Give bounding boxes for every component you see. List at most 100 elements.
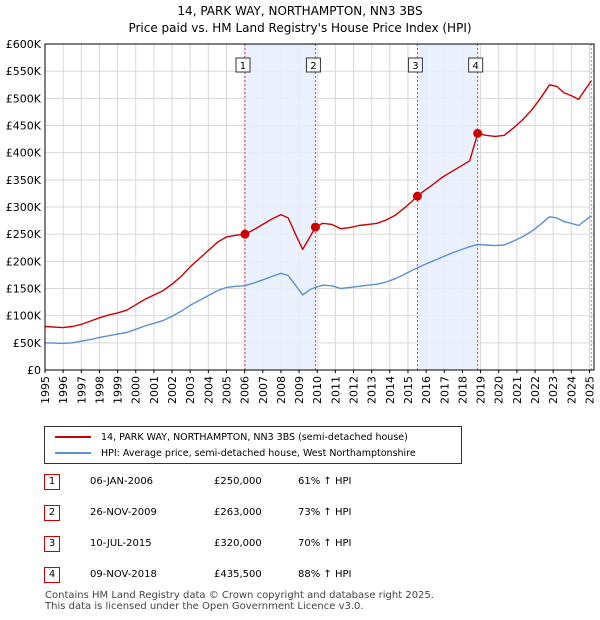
x-tick-label: 2008 — [275, 376, 288, 404]
x-tick-label: 2025 — [583, 376, 596, 404]
y-tick-label: £400K — [6, 147, 42, 160]
sale-vlines: 1 2 3 4 — [235, 44, 592, 370]
x-tick-label: 1996 — [57, 376, 70, 404]
x-tick-label: 1999 — [112, 376, 125, 404]
legend-label-hpi: HPI: Average price, semi-detached house,… — [101, 447, 416, 459]
series-layer — [44, 80, 592, 345]
legend-swatch-hpi — [55, 452, 91, 454]
x-tick-label: 2001 — [148, 376, 161, 404]
y-tick-label: £500K — [6, 92, 42, 105]
y-tick-label: £200K — [6, 255, 42, 268]
property-price-line — [44, 80, 592, 329]
shaded-ranges — [244, 44, 478, 370]
sale-number-badge: 2 — [44, 505, 60, 521]
y-tick-label: £450K — [6, 120, 42, 133]
x-tick-label: 2009 — [293, 376, 306, 404]
y-tick-label: £300K — [6, 201, 42, 214]
x-tick-label: 2005 — [220, 376, 233, 404]
y-tick-label: £100K — [6, 310, 42, 323]
sale-row: 2 26-NOV-2009 £263,000 73% ↑ HPI — [44, 505, 564, 536]
x-tick-label: 1997 — [75, 376, 88, 404]
sale-label-text: 3 — [412, 61, 418, 72]
y-tick-label: £550K — [6, 65, 42, 78]
sale-label-box — [235, 57, 251, 73]
x-tick-label: 2012 — [348, 376, 361, 404]
x-tick-label: 2006 — [239, 376, 252, 404]
x-tick-label: 2022 — [529, 376, 542, 404]
y-tick-label: £0 — [27, 364, 41, 377]
sale-date: 09-NOV-2018 — [90, 569, 157, 580]
sale-number-badge: 3 — [44, 536, 60, 552]
chart-subtitle: Price paid vs. HM Land Registry's House … — [128, 21, 472, 35]
x-tick-label: 2018 — [456, 376, 469, 404]
x-tick-label: 2019 — [475, 376, 488, 404]
footer-licence: This data is licensed under the Open Gov… — [45, 601, 364, 612]
legend-swatch-property — [55, 436, 91, 438]
sale-row: 3 10-JUL-2015 £320,000 70% ↑ HPI — [44, 536, 564, 567]
x-tick-label: 2023 — [547, 376, 560, 404]
price-chart: 1 2 3 4 £0 £50K £100K £150K £200K £250K £300K £350… — [6, 38, 597, 404]
sale-price: £320,000 — [214, 538, 262, 549]
sale-hpi-change: 61% ↑ HPI — [298, 476, 352, 487]
y-tick-label: £250K — [6, 228, 42, 241]
x-tick-label: 2017 — [438, 376, 451, 404]
x-tick-label: 2014 — [384, 376, 397, 404]
x-tick-label: 1995 — [39, 376, 52, 404]
hpi-line — [44, 215, 592, 345]
sale-label-text: 2 — [310, 61, 316, 72]
sale-label-text: 1 — [240, 61, 246, 72]
x-tick-label: 2002 — [166, 376, 179, 404]
sale-point — [310, 222, 320, 232]
x-tick-label: 2003 — [184, 376, 197, 404]
grid-layer — [44, 43, 594, 371]
sale-label-box — [407, 57, 423, 73]
sale-date: 06-JAN-2006 — [90, 476, 154, 487]
sale-point — [473, 128, 483, 138]
sale-price: £250,000 — [214, 476, 262, 487]
sale-row: 1 06-JAN-2006 £250,000 61% ↑ HPI — [44, 474, 564, 505]
x-tick-label: 2007 — [257, 376, 270, 404]
x-tick-label: 2010 — [311, 376, 324, 404]
shaded-range — [244, 44, 316, 370]
sale-price: £263,000 — [214, 507, 262, 518]
sale-date: 26-NOV-2009 — [90, 507, 157, 518]
y-tick-label: £150K — [6, 283, 42, 296]
sale-number-badge: 4 — [44, 567, 60, 583]
x-tick-label: 2021 — [511, 376, 524, 404]
x-tick-label: 1998 — [93, 376, 106, 404]
x-tick-label: 2015 — [402, 376, 415, 404]
legend-item-hpi: HPI: Average price, semi-detached house,… — [55, 446, 416, 460]
sale-label-box — [305, 57, 321, 73]
x-tick-label: 2024 — [565, 376, 578, 404]
sale-date: 10-JUL-2015 — [90, 538, 152, 549]
legend-item-property: 14, PARK WAY, NORTHAMPTON, NN3 3BS (semi… — [55, 430, 408, 444]
chart-legend: 14, PARK WAY, NORTHAMPTON, NN3 3BS (semi… — [44, 426, 462, 464]
y-tick-label: £50K — [13, 337, 42, 350]
footer-copyright: Contains HM Land Registry data © Crown c… — [45, 590, 434, 601]
sale-number-badge: 1 — [44, 474, 60, 490]
sale-hpi-change: 88% ↑ HPI — [298, 569, 352, 580]
sale-point — [412, 191, 422, 201]
sale-row: 4 09-NOV-2018 £435,500 88% ↑ HPI — [44, 567, 564, 598]
sale-point — [240, 229, 250, 239]
shaded-range — [417, 44, 478, 370]
x-tick-label: 2011 — [329, 376, 342, 404]
x-tick-label: 2000 — [130, 376, 143, 404]
axis-layer: £0 £50K £100K £150K £200K £250K £300K £350K £400… — [6, 38, 597, 404]
sale-label-box — [468, 57, 484, 73]
sale-markers — [240, 128, 483, 239]
chart-title: 14, PARK WAY, NORTHAMPTON, NN3 3BS — [177, 4, 423, 18]
y-tick-label: £350K — [6, 174, 42, 187]
sale-label-text: 4 — [472, 61, 478, 72]
x-tick-label: 2020 — [493, 376, 506, 404]
sales-table: 1 06-JAN-2006 £250,000 61% ↑ HPI 2 26-NO… — [44, 474, 564, 598]
y-tick-label: £600K — [6, 38, 42, 51]
sale-price: £435,500 — [214, 569, 262, 580]
x-tick-label: 2004 — [202, 376, 215, 404]
x-tick-label: 2016 — [420, 376, 433, 404]
sale-hpi-change: 73% ↑ HPI — [298, 507, 352, 518]
sale-hpi-change: 70% ↑ HPI — [298, 538, 352, 549]
x-tick-label: 2013 — [366, 376, 379, 404]
legend-label-property: 14, PARK WAY, NORTHAMPTON, NN3 3BS (semi… — [101, 431, 408, 443]
plot-frame — [44, 43, 595, 371]
